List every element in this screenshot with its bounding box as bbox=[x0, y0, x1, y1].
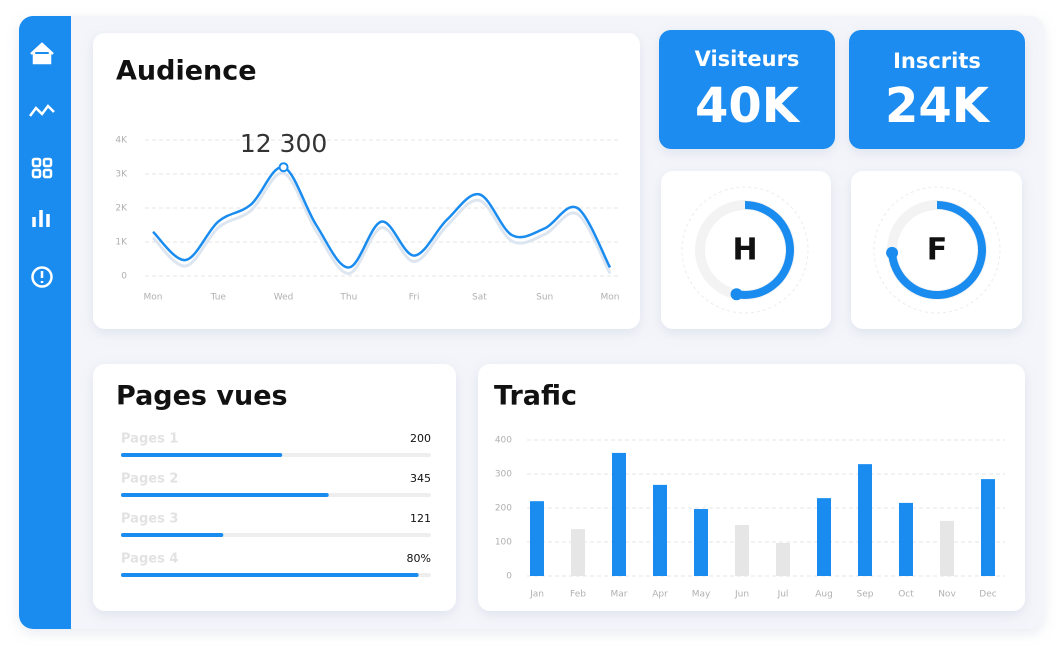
x-tick-label: Mon bbox=[601, 293, 620, 303]
y-tick-label: 0 bbox=[506, 572, 512, 582]
x-tick-label: Feb bbox=[570, 590, 586, 600]
bar bbox=[612, 452, 626, 576]
gauge-letter: F bbox=[927, 233, 948, 268]
progress-bar bbox=[121, 453, 283, 457]
x-tick-label: Wed bbox=[274, 293, 294, 303]
gauge-arc bbox=[888, 201, 986, 299]
kpi-card bbox=[659, 30, 835, 149]
x-tick-label: Tue bbox=[210, 293, 227, 303]
y-tick-label: 2K bbox=[115, 204, 128, 214]
gauge-arc bbox=[735, 201, 794, 299]
kpi-card bbox=[849, 30, 1025, 149]
bar bbox=[653, 484, 667, 576]
gauge-outline bbox=[873, 186, 1001, 314]
y-tick-label: 400 bbox=[495, 436, 512, 446]
bar bbox=[694, 509, 708, 576]
row-value: 345 bbox=[410, 472, 431, 485]
bars-icon[interactable] bbox=[32, 210, 50, 227]
kpi-label: Visiteurs bbox=[695, 47, 800, 71]
x-tick-label: Apr bbox=[652, 590, 668, 600]
bar bbox=[776, 543, 790, 576]
row-label: Pages 2 bbox=[121, 472, 178, 487]
y-tick-label: 4K bbox=[115, 136, 128, 146]
card-title: Pages vues bbox=[116, 381, 288, 412]
x-tick-label: Nov bbox=[938, 590, 956, 600]
bar bbox=[571, 529, 585, 576]
y-tick-label: 200 bbox=[495, 504, 512, 514]
bar bbox=[940, 520, 954, 576]
pages-card bbox=[93, 364, 456, 611]
x-tick-label: Sat bbox=[472, 293, 487, 303]
progress-bar bbox=[121, 573, 419, 577]
x-tick-label: Thu bbox=[339, 293, 357, 303]
bar bbox=[899, 502, 913, 576]
x-tick-label: Mar bbox=[611, 590, 628, 600]
bar bbox=[735, 525, 749, 576]
kpi-value: 40K bbox=[695, 78, 801, 134]
gauge-letter: H bbox=[732, 233, 757, 268]
grid-icon[interactable] bbox=[31, 157, 53, 179]
row-value: 80% bbox=[407, 552, 431, 565]
kpi-label: Inscrits bbox=[893, 49, 981, 73]
row-label: Pages 1 bbox=[121, 432, 178, 447]
x-tick-label: Fri bbox=[409, 293, 420, 303]
card-title: Trafic bbox=[494, 381, 577, 412]
chart-icon[interactable] bbox=[29, 104, 55, 117]
y-tick-label: 100 bbox=[495, 538, 512, 548]
y-tick-label: 0 bbox=[121, 272, 127, 282]
progress-bar bbox=[121, 493, 329, 497]
line-shadow bbox=[151, 171, 612, 275]
gauge-card bbox=[851, 171, 1022, 329]
alert-icon[interactable] bbox=[31, 266, 53, 288]
gauge-dot bbox=[886, 246, 899, 259]
bar bbox=[858, 464, 872, 576]
card-title: Audience bbox=[116, 56, 257, 87]
gauge-card bbox=[661, 171, 831, 329]
row-label: Pages 4 bbox=[121, 552, 178, 567]
y-tick-label: 300 bbox=[495, 470, 512, 480]
gauge-outline bbox=[681, 186, 809, 314]
x-tick-label: Oct bbox=[898, 590, 914, 600]
bar bbox=[817, 498, 831, 576]
x-tick-label: May bbox=[692, 590, 711, 600]
y-tick-label: 3K bbox=[115, 170, 128, 180]
bar bbox=[530, 501, 544, 576]
x-tick-label: Jul bbox=[777, 590, 789, 600]
row-value: 200 bbox=[410, 432, 431, 445]
gauge-dot bbox=[730, 288, 743, 301]
x-tick-label: Jun bbox=[734, 590, 749, 600]
annotation: 12 300 bbox=[240, 129, 327, 158]
x-tick-label: Jan bbox=[529, 590, 544, 600]
sidebar bbox=[19, 16, 71, 629]
x-tick-label: Dec bbox=[979, 590, 996, 600]
progress-bar bbox=[121, 533, 224, 537]
home-icon[interactable] bbox=[30, 42, 54, 65]
audience-card bbox=[93, 33, 640, 329]
y-tick-label: 1K bbox=[115, 238, 128, 248]
row-value: 121 bbox=[410, 512, 431, 525]
kpi-value: 24K bbox=[885, 78, 991, 134]
peak-marker bbox=[278, 162, 289, 173]
sidebar-icons bbox=[29, 42, 55, 288]
bar bbox=[981, 479, 995, 576]
x-tick-label: Aug bbox=[815, 590, 833, 600]
x-tick-label: Mon bbox=[144, 293, 163, 303]
x-tick-label: Sep bbox=[857, 590, 874, 600]
x-tick-label: Sun bbox=[536, 293, 553, 303]
line bbox=[152, 165, 612, 269]
row-label: Pages 3 bbox=[121, 512, 178, 527]
